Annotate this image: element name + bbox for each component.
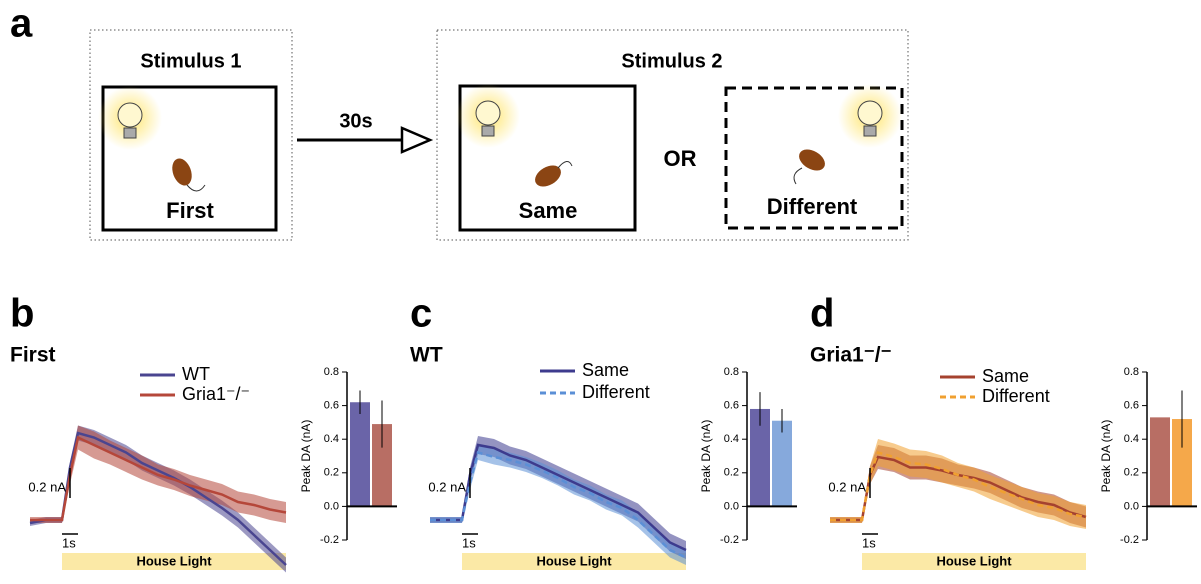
y-tick-label: 0.2	[724, 467, 739, 479]
arena	[101, 85, 278, 232]
mouse	[535, 161, 573, 187]
bar	[772, 420, 792, 507]
y-axis-label: Peak DA (nA)	[299, 420, 313, 493]
y-tick-label: 0.0	[324, 500, 339, 512]
y-tick-label: 0.2	[1124, 467, 1139, 479]
delay-label: 30s	[339, 110, 372, 132]
y-tick-label: 0.2	[324, 467, 339, 479]
y-tick-label: 0.6	[324, 400, 339, 412]
legend-label: Same	[582, 360, 629, 380]
x-scale-label: 1s	[62, 535, 76, 550]
bulb	[456, 84, 520, 148]
bar	[750, 408, 770, 507]
arena-label: Same	[519, 198, 578, 223]
bar	[350, 402, 370, 507]
y-tick-label: 0.8	[324, 366, 339, 378]
stimulus-label: House Light	[536, 553, 612, 568]
y-tick-label: 0.8	[724, 366, 739, 378]
x-scale-label: 1s	[462, 535, 476, 550]
legend-label: WT	[182, 364, 210, 384]
bar	[1172, 419, 1192, 507]
bulb	[98, 86, 162, 150]
stimulus-title: Stimulus 1	[140, 50, 241, 72]
trace-line	[430, 443, 687, 552]
trace-line	[430, 450, 687, 559]
panel-label: b	[10, 292, 34, 336]
stimulus-label: House Light	[936, 553, 1012, 568]
x-scale-label: 1s	[862, 535, 876, 550]
stimulus-label: House Light	[136, 553, 212, 568]
y-scale-label: 0.2 nA	[28, 479, 66, 494]
y-tick-label: 0.4	[724, 433, 739, 445]
legend-label: Different	[982, 386, 1050, 406]
arena-label: First	[166, 198, 214, 223]
bar	[1150, 417, 1170, 507]
legend-label: Gria1⁻/⁻	[182, 384, 250, 404]
stimulus-bar	[462, 553, 686, 570]
trace-line	[30, 435, 287, 522]
bulb	[838, 84, 902, 148]
y-tick-label: -0.2	[320, 534, 339, 546]
y-tick-label: 0.6	[1124, 400, 1139, 412]
y-tick-label: 0.4	[324, 433, 339, 445]
panel-subtitle: First	[10, 344, 56, 367]
legend-label: Same	[982, 366, 1029, 386]
panel-subtitle: Gria1⁻/⁻	[810, 344, 892, 367]
arena-label: Different	[767, 194, 858, 219]
arena	[458, 84, 637, 232]
mouse	[172, 158, 206, 192]
y-axis-label: Peak DA (nA)	[1099, 420, 1113, 493]
panel-label: d	[810, 292, 834, 336]
stimulus-bar	[862, 553, 1086, 570]
stimulus-box	[89, 29, 293, 241]
arrow-head	[400, 126, 434, 154]
mouse	[793, 149, 825, 185]
stimulus-bar	[62, 553, 286, 570]
stimulus-box	[436, 29, 909, 241]
or-label: OR	[664, 146, 697, 171]
y-tick-label: 0.8	[1124, 366, 1139, 378]
y-scale-label: 0.2 nA	[828, 479, 866, 494]
y-axis-label: Peak DA (nA)	[699, 420, 713, 493]
arena	[724, 86, 904, 230]
stimulus-title: Stimulus 2	[621, 50, 722, 72]
panel-label: c	[410, 292, 432, 336]
bar	[372, 424, 392, 507]
y-tick-label: 0.4	[1124, 433, 1139, 445]
panel-subtitle: WT	[410, 344, 443, 367]
y-tick-label: 0.6	[724, 400, 739, 412]
legend-label: Different	[582, 382, 650, 402]
y-tick-label: 0.0	[724, 500, 739, 512]
trace-line	[830, 450, 1087, 522]
y-tick-label: -0.2	[1120, 534, 1139, 546]
y-tick-label: 0.0	[1124, 500, 1139, 512]
y-scale-label: 0.2 nA	[428, 479, 466, 494]
panel-label: a	[10, 2, 33, 46]
sem-band	[830, 439, 1086, 529]
y-tick-label: -0.2	[720, 534, 739, 546]
